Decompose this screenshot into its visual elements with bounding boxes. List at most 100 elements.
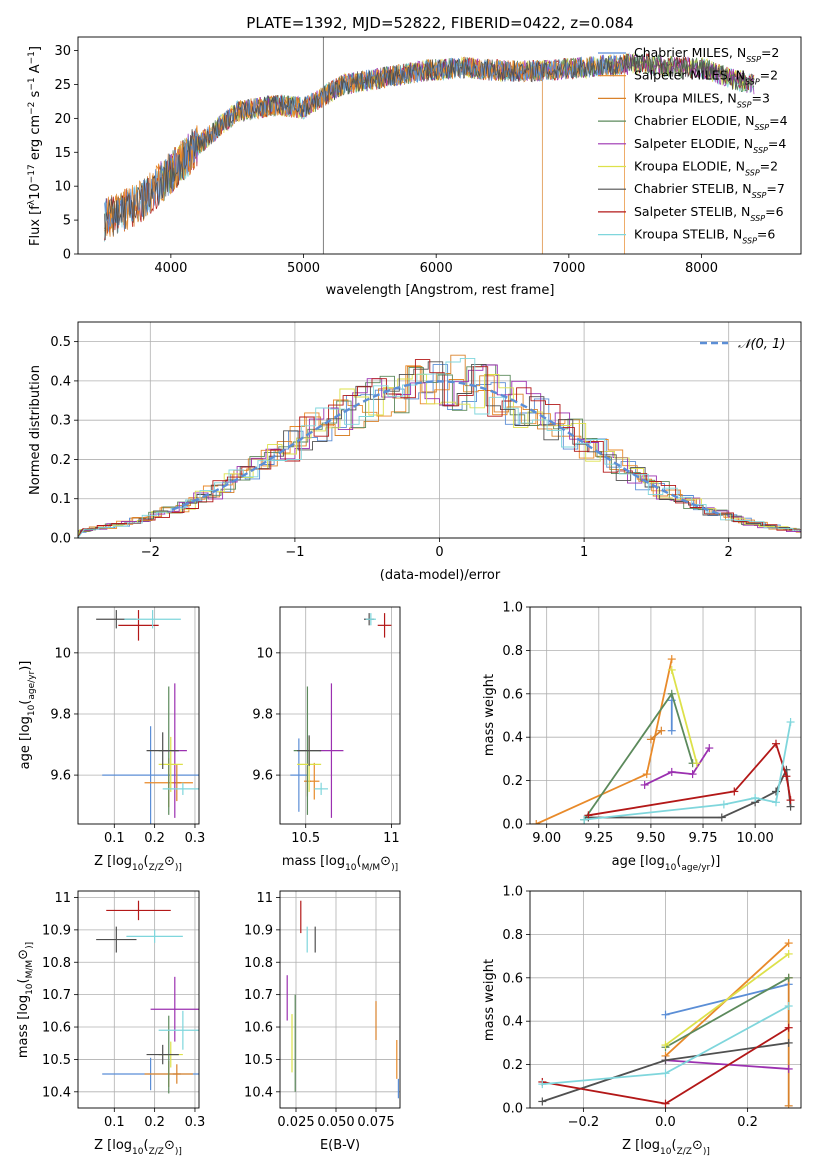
x-tick-label: 9.25 xyxy=(584,831,613,846)
legend: 𝒩(0, 1) xyxy=(700,337,785,352)
legend-entry-salpeter_elodie: Salpeter ELODIE, NSSP=4 xyxy=(598,136,786,155)
x-axis-label: Z [log10(Z/Z⊙)] xyxy=(94,1138,182,1157)
series-line-salpeter_elodie xyxy=(644,747,711,786)
legend-label: Kroupa MILES, NSSP=3 xyxy=(634,90,770,109)
y-tick-label: 10.6 xyxy=(244,1021,273,1036)
y-tick-label: 10.4 xyxy=(244,1085,273,1100)
y-tick-label: 11 xyxy=(256,891,273,906)
weight-vs-Z-panel: −0.2 0.0 0.2 0.0 0.2 0.4 0.6 0.8 1.0 Z [log10(Z/Z… xyxy=(482,885,802,1157)
y-tick-label: 0.4 xyxy=(50,374,71,389)
point-marker-salpeter_stelib xyxy=(782,772,791,781)
y-tick-label: 0.0 xyxy=(502,1102,523,1117)
mass-vs-EBV-panel-grid xyxy=(280,891,400,1108)
axes-frame xyxy=(279,890,401,1109)
residuals-panel-plot-area xyxy=(78,354,801,538)
y-tick-label: 9.6 xyxy=(50,769,71,784)
point-marker-kroupa_miles xyxy=(657,726,666,735)
errorbar-point-kroupa_stelib xyxy=(365,613,376,626)
x-tick-label: 10.00 xyxy=(737,831,774,846)
normal-reference-curve xyxy=(171,380,722,516)
errorbar-point-kroupa_stelib xyxy=(126,929,183,943)
errorbar-point-salpeter_elodie xyxy=(150,976,199,1042)
y-tick-label: 10.8 xyxy=(244,956,273,971)
x-tick-label: 0 xyxy=(435,545,443,560)
y-axis-label: mass weight xyxy=(482,959,497,1041)
x-tick-label: 0.1 xyxy=(104,831,125,846)
series-line-kroupa_stelib xyxy=(584,721,792,821)
x-tick-label: −1 xyxy=(285,545,304,560)
legend-entry-chabrier_stelib: Chabrier STELIB, NSSP=7 xyxy=(598,181,785,200)
point-marker-salpeter_elodie xyxy=(667,767,676,776)
histogram-salpeter_stelib xyxy=(78,359,801,538)
point-marker-chabrier_miles xyxy=(667,726,676,735)
errorbar-point-kroupa_miles xyxy=(172,1064,181,1084)
histogram-salpeter_elodie xyxy=(78,364,801,538)
point-marker-salpeter_miles xyxy=(667,655,676,664)
series-line-kroupa_miles xyxy=(650,729,662,741)
age-vs-Z-panel-frame: 0.1 0.2 0.3 9.6 9.8 10 Z [log10(Z/Z⊙)] age [log… xyxy=(18,606,206,873)
y-tick-label: 9.6 xyxy=(252,769,273,784)
errorbar-point-chabrier_miles xyxy=(290,738,308,812)
axes-frame xyxy=(77,606,200,825)
y-tick-label: 10.7 xyxy=(42,988,71,1003)
point-marker-kroupa_miles xyxy=(646,735,655,744)
age-vs-mass-panel-plot-area xyxy=(290,613,392,818)
point-marker-chabrier_stelib xyxy=(538,1097,547,1106)
series-line-kroupa_elodie xyxy=(670,669,698,764)
weight-vs-age-panel-grid xyxy=(530,606,801,825)
point-marker-kroupa_stelib xyxy=(719,800,728,809)
y-tick-label: 0.1 xyxy=(50,492,71,507)
x-tick-label: 1 xyxy=(580,545,588,560)
x-tick-label: 8000 xyxy=(685,261,718,276)
y-tick-label: 0.4 xyxy=(502,731,523,746)
residuals-panel-frame: −2 −1 0 1 2 0.0 0.1 0.2 0.3 0.4 0.5 𝒩(0, 1) (data-mo… xyxy=(28,321,802,583)
y-tick-label: 0.6 xyxy=(502,971,523,986)
x-tick-label: 9.75 xyxy=(689,831,718,846)
mass-vs-Z-panel: 0.1 0.2 0.3 10.4 10.5 10.6 10.7 10.8 10.9 11 Z [lo… xyxy=(16,890,205,1157)
point-marker-salpeter_stelib xyxy=(771,739,780,748)
legend-label: Salpeter STELIB, NSSP=6 xyxy=(634,204,784,223)
y-tick-label: 0.8 xyxy=(502,644,523,659)
axes-frame xyxy=(529,890,802,1109)
y-tick-label: 10.6 xyxy=(42,1021,71,1036)
mass-vs-EBV-panel: 0.025 0.050 0.075 10.4 10.5 10.6 10.7 10.8 10.9 1… xyxy=(244,890,401,1153)
age-vs-mass-panel-frame: 10.5 11 9.6 9.8 10 mass [log10(M/M⊙)] xyxy=(252,606,401,873)
x-tick-label: 0.1 xyxy=(104,1115,125,1130)
point-marker-salpeter_elodie xyxy=(688,770,697,779)
y-tick-label: 0.2 xyxy=(502,774,523,789)
mass-vs-Z-panel-frame: 0.1 0.2 0.3 10.4 10.5 10.6 10.7 10.8 10.9 11 Z [lo… xyxy=(16,890,205,1157)
point-marker-salpeter_stelib xyxy=(784,1023,793,1032)
y-tick-label: 30 xyxy=(54,44,71,59)
errorbar-point-salpeter_elodie xyxy=(319,683,344,818)
y-tick-label: 10.5 xyxy=(42,1053,71,1068)
y-tick-label: 0.2 xyxy=(50,453,71,468)
x-tick-label: 0.3 xyxy=(185,831,206,846)
legend-entry-salpeter_miles: Salpeter MILES, NSSP=2 xyxy=(598,68,778,86)
x-tick-label: 0.2 xyxy=(144,1115,165,1130)
errorbar-point-chabrier_miles xyxy=(102,726,199,824)
legend-label: Salpeter ELODIE, NSSP=4 xyxy=(634,136,786,155)
legend-label: Chabrier ELODIE, NSSP=4 xyxy=(634,113,788,132)
y-tick-label: 0 xyxy=(63,248,71,263)
point-marker-salpeter_stelib xyxy=(730,787,739,796)
legend-label: Chabrier STELIB, NSSP=7 xyxy=(634,181,785,200)
legend-label: Kroupa ELODIE, NSSP=2 xyxy=(634,159,778,178)
y-tick-label: 10.8 xyxy=(42,956,71,971)
y-axis-label: Flux [fλ10−17 erg cm−2 s−1 A−1] xyxy=(27,46,43,246)
mass-vs-Z-panel-grid xyxy=(78,891,199,1108)
y-tick-label: 11 xyxy=(54,891,71,906)
y-tick-label: 20 xyxy=(54,112,71,127)
y-tick-label: 1.0 xyxy=(502,885,523,900)
y-axis-label: mass weight xyxy=(482,674,497,756)
x-tick-label: 11 xyxy=(383,831,400,846)
y-tick-label: 0.0 xyxy=(502,818,523,833)
legend-entry-chabrier_elodie: Chabrier ELODIE, NSSP=4 xyxy=(598,113,788,132)
spectrum-panel: 4000 5000 6000 7000 8000 0 5 10 15 20 25 30 waveleng… xyxy=(27,36,802,298)
weight-vs-Z-panel-plot-area xyxy=(538,939,793,1108)
errorbar-point-chabrier_stelib xyxy=(297,735,322,766)
errorbar-point-kroupa_stelib xyxy=(158,1010,199,1050)
y-tick-label: 10.5 xyxy=(244,1053,273,1068)
figure-title: PLATE=1392, MJD=52822, FIBERID=0422, z=0… xyxy=(246,14,633,32)
legend-entry-kroupa_stelib: Kroupa STELIB, NSSP=6 xyxy=(598,227,775,245)
age-vs-mass-panel: 10.5 11 9.6 9.8 10 mass [log10(M/M⊙)] xyxy=(252,606,401,873)
